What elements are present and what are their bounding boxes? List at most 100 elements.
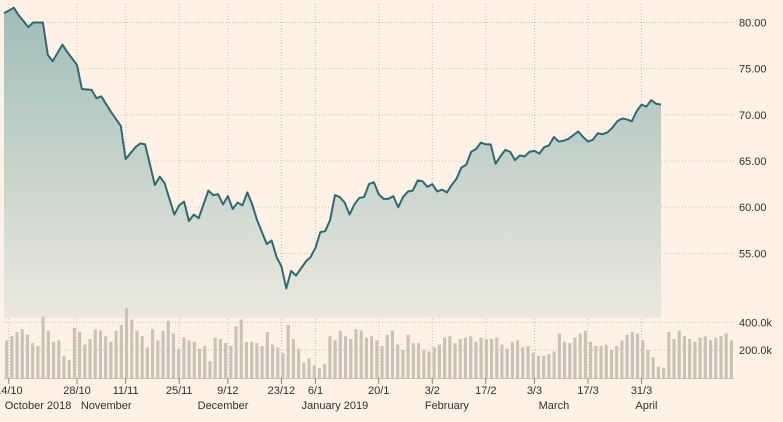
- volume-bar: [437, 344, 441, 378]
- volume-bar: [317, 368, 322, 378]
- volume-bar: [589, 341, 593, 378]
- date-tick-label: 20/1: [368, 385, 389, 397]
- volume-bar: [646, 350, 650, 378]
- volume-bar: [25, 334, 30, 378]
- volume-bar: [609, 350, 614, 378]
- volume-bar: [516, 340, 520, 378]
- volume-bar: [708, 340, 713, 378]
- volume-bar: [354, 329, 358, 378]
- volume-bar: [557, 333, 561, 378]
- volume-bar: [505, 348, 509, 378]
- volume-bar: [719, 336, 723, 378]
- volume-bar: [15, 332, 19, 378]
- price-series-line: [3, 6, 662, 290]
- volume-bar: [562, 341, 567, 378]
- volume-bar: [239, 319, 243, 378]
- volume-bar: [114, 330, 118, 378]
- date-tick-label: 14/10: [0, 385, 23, 397]
- volume-bar: [547, 354, 551, 378]
- volume-bar: [333, 340, 337, 378]
- volume-bar: [57, 340, 61, 378]
- volume-bar: [130, 319, 134, 378]
- volume-bar: [510, 341, 514, 378]
- volume-bar: [672, 339, 676, 378]
- volume-bar: [536, 355, 541, 378]
- volume-bar: [406, 334, 410, 378]
- volume-bar: [641, 340, 645, 378]
- volume-bar: [203, 345, 207, 378]
- volume-bar: [521, 347, 525, 378]
- volume-bar: [698, 337, 702, 378]
- volume-bar: [291, 339, 295, 378]
- price-line: [3, 6, 662, 290]
- volume-bar: [370, 336, 374, 378]
- volume-bar: [312, 365, 316, 378]
- volume-bar: [703, 336, 707, 378]
- date-tick-label: 9/12: [217, 385, 238, 397]
- y-axis-ticks: 80.00 75.00 70.00 65.00 60.00 55.00 400.0k 200.…: [739, 17, 773, 357]
- volume-bar: [594, 345, 598, 378]
- volume-bar: [474, 341, 478, 378]
- volume-bar: [401, 350, 405, 378]
- volume-bar: [427, 351, 431, 378]
- volume-bar: [302, 362, 306, 378]
- volume-bar: [297, 348, 301, 378]
- volume-bar: [323, 364, 327, 378]
- volume-bar: [495, 337, 499, 378]
- x-axis-ticks: 14/10 28/10 11/11 25/11 9/12 23/12 6/1 20/1 3/2 1…: [0, 378, 657, 412]
- volume-bar: [213, 337, 217, 378]
- volume-bar: [31, 343, 35, 378]
- price-tick-label: 65.00: [739, 156, 767, 168]
- volume-bar: [343, 336, 348, 378]
- volume-bar: [458, 339, 462, 378]
- volume-bar: [359, 330, 363, 378]
- month-label: March: [539, 400, 570, 412]
- volume-bar: [448, 336, 452, 378]
- volume-bar: [78, 332, 82, 378]
- price-area-fill: [4, 7, 661, 318]
- volume-bar: [667, 332, 671, 378]
- volume-bar: [328, 336, 332, 378]
- volume-bar: [489, 339, 494, 378]
- volume-bar: [484, 339, 488, 378]
- volume-bar: [177, 348, 181, 378]
- volume-bar: [714, 337, 718, 378]
- volume-bar: [390, 330, 395, 378]
- volume-bar: [422, 350, 426, 378]
- volume-bar: [72, 327, 76, 378]
- volume-bar: [270, 344, 275, 378]
- volume-bar: [349, 339, 353, 378]
- volume-bar: [192, 341, 196, 378]
- volume-bar: [443, 337, 447, 378]
- volume-bar: [224, 343, 228, 378]
- volume-bar: [620, 340, 624, 378]
- volume-bar: [234, 326, 238, 378]
- volume-bar: [677, 330, 681, 378]
- volume-bar: [5, 340, 9, 378]
- volume-bar: [10, 336, 14, 378]
- volume-bar: [67, 359, 71, 378]
- volume-bar: [682, 336, 687, 378]
- date-tick-label: 17/2: [475, 385, 496, 397]
- volume-bar: [166, 320, 170, 378]
- volume-bar: [604, 344, 608, 378]
- volume-tick-label: 200.0k: [739, 345, 773, 357]
- volume-bar: [276, 347, 280, 378]
- volume-bar: [145, 347, 149, 378]
- volume-bar: [135, 330, 139, 378]
- volume-bar: [385, 334, 389, 378]
- volume-bar: [568, 343, 572, 378]
- volume-bar: [615, 345, 619, 378]
- volume-bar: [651, 357, 655, 378]
- volume-bar: [218, 339, 222, 378]
- month-label: November: [81, 400, 132, 412]
- volume-bar: [693, 341, 697, 378]
- volume-bar: [662, 368, 666, 378]
- volume-bar: [531, 352, 535, 378]
- volume-bar: [281, 352, 285, 378]
- price-tick-label: 75.00: [739, 64, 767, 76]
- price-area: [4, 7, 661, 318]
- volume-bar: [578, 333, 582, 378]
- volume-bar: [573, 337, 577, 378]
- volume-bar: [156, 340, 160, 378]
